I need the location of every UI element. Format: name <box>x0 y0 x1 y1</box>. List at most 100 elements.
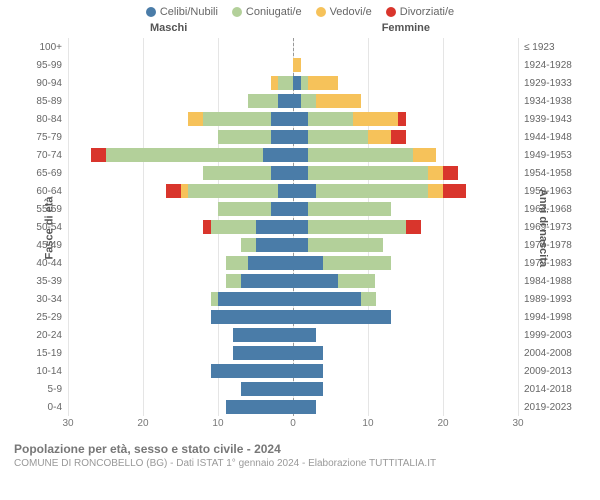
bar-segment <box>278 184 293 198</box>
bar-female <box>293 328 518 342</box>
bar-pair <box>68 310 518 324</box>
bar-pair <box>68 166 518 180</box>
age-label: 90-94 <box>20 78 68 89</box>
cohort-label: 1954-1958 <box>518 168 580 179</box>
column-headers: Maschi Femmine <box>20 22 580 38</box>
bar-segment <box>218 130 271 144</box>
age-row: 0-42019-2023 <box>20 398 580 416</box>
age-label: 95-99 <box>20 60 68 71</box>
age-row: 80-841939-1943 <box>20 110 580 128</box>
age-label: 25-29 <box>20 312 68 323</box>
cohort-label: 1974-1978 <box>518 240 580 251</box>
bar-pair <box>68 94 518 108</box>
bar-female <box>293 400 518 414</box>
bar-segment <box>293 256 323 270</box>
bar-segment <box>391 130 406 144</box>
bar-pair <box>68 382 518 396</box>
chart: Maschi Femmine Fasce di età Anni di nasc… <box>20 22 580 434</box>
bar-segment <box>361 292 376 306</box>
bar-segment <box>271 166 294 180</box>
bar-male <box>68 94 293 108</box>
legend-item: Divorziati/e <box>386 6 454 18</box>
bar-segment <box>316 94 361 108</box>
bar-female <box>293 130 518 144</box>
bar-segment <box>316 184 429 198</box>
bar-segment <box>91 148 106 162</box>
bar-segment <box>271 202 294 216</box>
footer-title: Popolazione per età, sesso e stato civil… <box>14 442 586 456</box>
bar-male <box>68 148 293 162</box>
footer-subtitle: COMUNE DI RONCOBELLO (BG) - Dati ISTAT 1… <box>14 458 586 469</box>
age-label: 65-69 <box>20 168 68 179</box>
bar-pair <box>68 76 518 90</box>
bar-male <box>68 256 293 270</box>
bar-segment <box>293 238 308 252</box>
bar-segment <box>293 58 301 72</box>
bar-segment <box>293 166 308 180</box>
age-label: 40-44 <box>20 258 68 269</box>
bar-pair <box>68 130 518 144</box>
bar-segment <box>166 184 181 198</box>
bar-segment <box>241 382 294 396</box>
bar-pair <box>68 184 518 198</box>
bar-male <box>68 40 293 54</box>
bar-pair <box>68 292 518 306</box>
bar-segment <box>428 166 443 180</box>
bar-segment <box>241 274 294 288</box>
age-label: 5-9 <box>20 384 68 395</box>
age-label: 15-19 <box>20 348 68 359</box>
bar-segment <box>211 220 256 234</box>
bar-pair <box>68 112 518 126</box>
bar-segment <box>293 328 316 342</box>
bar-segment <box>308 130 368 144</box>
age-row: 35-391984-1988 <box>20 272 580 290</box>
cohort-label: 1959-1963 <box>518 186 580 197</box>
cohort-label: 1989-1993 <box>518 294 580 305</box>
bar-segment <box>293 220 308 234</box>
bar-segment <box>443 184 466 198</box>
bar-segment <box>293 148 308 162</box>
age-row: 15-192004-2008 <box>20 344 580 362</box>
bar-segment <box>293 94 301 108</box>
bar-segment <box>293 112 308 126</box>
bar-female <box>293 202 518 216</box>
age-label: 100+ <box>20 42 68 53</box>
bar-segment <box>428 184 443 198</box>
bar-female <box>293 94 518 108</box>
bar-female <box>293 58 518 72</box>
legend-label: Coniugati/e <box>246 6 302 18</box>
age-row: 25-291994-1998 <box>20 308 580 326</box>
bar-female <box>293 148 518 162</box>
bar-pair <box>68 202 518 216</box>
x-tick: 30 <box>512 418 523 429</box>
cohort-label: 2019-2023 <box>518 402 580 413</box>
age-row: 90-941929-1933 <box>20 74 580 92</box>
cohort-label: 1924-1928 <box>518 60 580 71</box>
bar-segment <box>211 364 294 378</box>
x-tick: 10 <box>362 418 373 429</box>
cohort-label: 2009-2013 <box>518 366 580 377</box>
bar-segment <box>308 238 383 252</box>
bar-female <box>293 76 518 90</box>
x-tick: 20 <box>437 418 448 429</box>
bar-segment <box>293 292 361 306</box>
legend-label: Vedovi/e <box>330 6 372 18</box>
bar-segment <box>203 166 271 180</box>
bar-segment <box>256 238 293 252</box>
bar-segment <box>188 112 203 126</box>
bar-segment <box>293 382 323 396</box>
age-row: 45-49 1974-1978 <box>20 236 580 254</box>
legend-swatch <box>386 7 396 17</box>
age-label: 45-49 <box>20 240 68 251</box>
bar-segment <box>443 166 458 180</box>
age-label: 60-64 <box>20 186 68 197</box>
age-row: 60-64 1959-1963 <box>20 182 580 200</box>
age-label: 10-14 <box>20 366 68 377</box>
age-row: 100+≤ 1923 <box>20 38 580 56</box>
cohort-label: 1964-1968 <box>518 204 580 215</box>
legend-swatch <box>146 7 156 17</box>
age-label: 85-89 <box>20 96 68 107</box>
bar-segment <box>203 112 271 126</box>
bar-female <box>293 382 518 396</box>
bar-male <box>68 292 293 306</box>
